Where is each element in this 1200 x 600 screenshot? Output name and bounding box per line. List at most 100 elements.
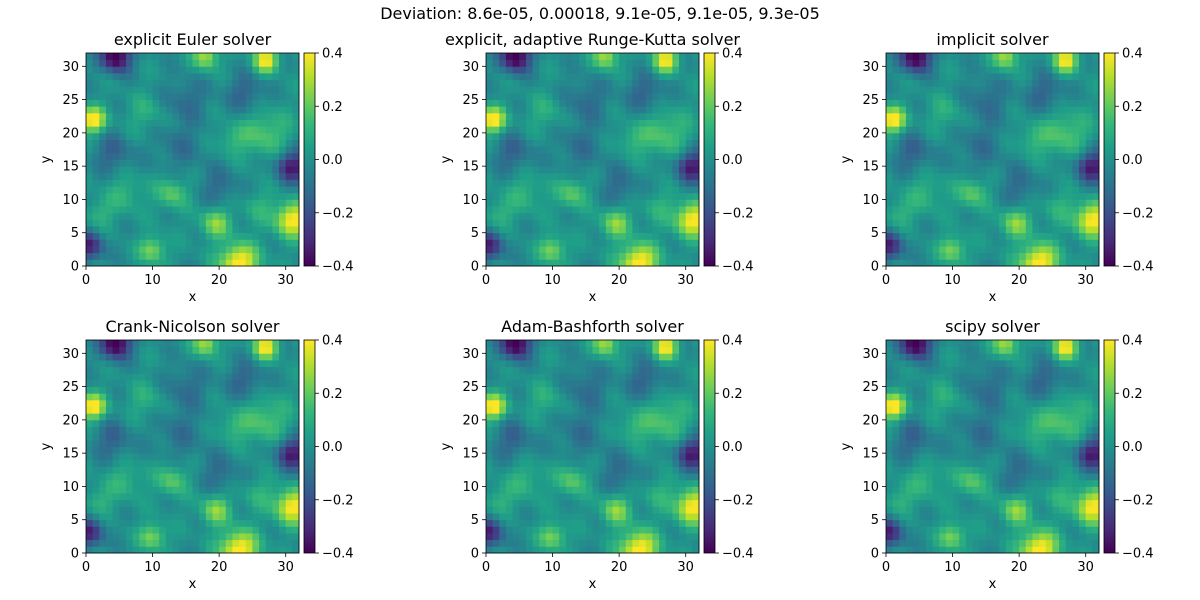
heatmap-cell [199,439,207,447]
y-tick-label: 30 [462,60,479,75]
heatmap-cell [145,399,153,407]
heatmap-cell [965,212,973,220]
heatmap-cell [925,53,933,61]
heatmap-cell [125,86,133,94]
heatmap-cell [559,59,567,67]
heatmap-cell [132,239,140,247]
heatmap-cell [552,79,560,87]
heatmap-cell [886,72,894,81]
heatmap-cell [605,186,613,194]
heatmap-cell [692,66,700,74]
heatmap-cell [192,219,200,227]
heatmap-cell [665,72,673,81]
heatmap-cell [499,232,507,240]
heatmap-cell [672,139,680,147]
heatmap-cell [899,172,907,180]
heatmap-cell [112,413,120,421]
heatmap-cell [225,379,233,387]
heatmap-cell [572,59,580,67]
heatmap-cell [205,179,213,187]
heatmap-cell [1032,66,1040,74]
heatmap-cell [1085,99,1093,107]
heatmap-cell [219,72,227,81]
heatmap-cell [499,406,507,414]
heatmap-cell [92,386,100,394]
heatmap-cell [665,106,673,114]
heatmap-cell [672,99,680,107]
heatmap-cell [239,519,247,527]
heatmap-cell [205,493,213,501]
heatmap-cell [225,359,233,368]
heatmap-cell [692,479,700,487]
heatmap-cell [652,413,660,421]
heatmap-cell [632,453,640,461]
heatmap-cell [685,439,693,447]
heatmap-cell [132,159,140,167]
heatmap-cell [645,506,653,514]
heatmap-cell [545,66,553,74]
heatmap-cell [119,66,127,74]
heatmap-cell [512,139,520,147]
heatmap-cell [959,186,967,194]
heatmap-cell [592,212,600,220]
heatmap-cell [952,232,960,240]
heatmap-cell [1059,72,1067,81]
heatmap-cell [519,53,527,61]
heatmap-cell [252,152,260,160]
heatmap-cell [192,499,200,507]
heatmap-cell [1065,199,1073,207]
heatmap-cell [652,146,660,154]
heatmap-cell [912,139,920,147]
heatmap-cell [165,353,173,361]
heatmap-cell [265,533,273,541]
heatmap-cell [192,99,200,107]
heatmap-cell [919,119,927,127]
heatmap-cell [965,172,973,180]
heatmap-cell [179,426,187,434]
heatmap-cell [892,166,900,174]
heatmap-cell [179,79,187,87]
heatmap-cell [679,146,687,154]
heatmap-cell [639,513,647,521]
heatmap-cell [239,393,247,401]
heatmap-cell [645,219,653,227]
heatmap-cell [1079,219,1087,227]
heatmap-cell [905,232,914,240]
heatmap-cell [992,246,1000,254]
heatmap-cell [912,72,920,81]
heatmap-cell [639,539,647,547]
heatmap-cell [1012,212,1020,220]
heatmap-cell [486,119,494,127]
heatmap-cell [139,433,147,441]
heatmap-cell [239,346,247,354]
heatmap-cell [525,426,533,434]
heatmap-cell [112,92,120,100]
heatmap-cell [632,399,640,407]
heatmap-cell [565,239,573,247]
heatmap-cell [599,479,607,487]
heatmap-cell [119,386,127,394]
heatmap-cell [925,59,933,67]
heatmap-cell [205,479,213,487]
heatmap-cell [212,446,220,454]
heatmap-cell [259,353,267,361]
heatmap [886,53,1100,267]
heatmap-cell [272,199,280,207]
heatmap-cell [1079,92,1087,100]
heatmap-cell [272,219,280,227]
heatmap-cell [632,419,640,427]
heatmap-cell [239,53,247,61]
heatmap-cell [1085,239,1093,247]
heatmap-cell [265,99,273,107]
heatmap-cell [685,99,693,107]
heatmap-cell [125,406,133,414]
heatmap-cell [259,146,267,154]
heatmap-cell [899,232,907,240]
y-tick-label: 0 [871,260,879,275]
heatmap-cell [239,373,247,381]
heatmap-cell [259,366,267,374]
heatmap-cell [985,212,993,220]
heatmap-cell [652,419,660,427]
heatmap-cell [659,526,667,534]
heatmap-cell [239,353,247,361]
